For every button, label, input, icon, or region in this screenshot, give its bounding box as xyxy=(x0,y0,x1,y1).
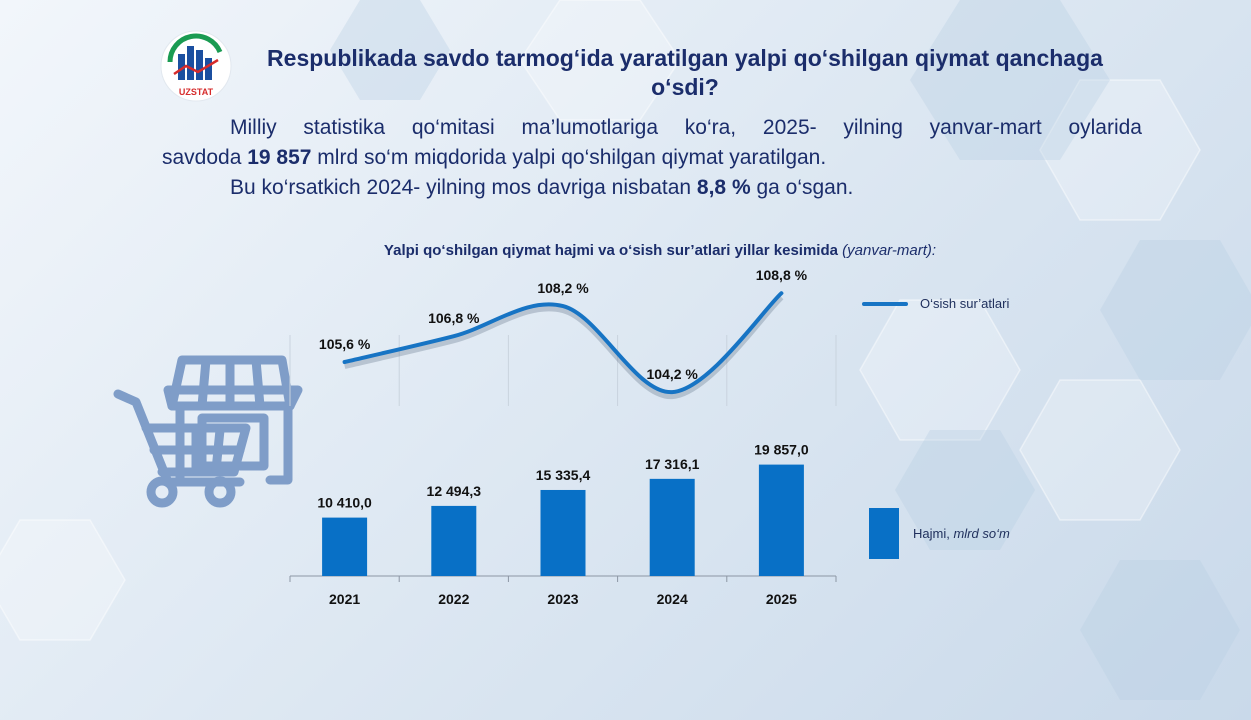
paragraph-highlight-percent: 8,8 % xyxy=(696,176,751,199)
chart-title: Yalpi qo‘shilgan qiymat hajmi va o‘sish … xyxy=(250,242,1070,259)
paragraph-line-2: savdoda 19 857 mlrd so‘m miqdorida yalpi… xyxy=(162,143,1142,173)
uzstat-logo: UZSTAT xyxy=(160,30,232,102)
line-value-label: 105,6 % xyxy=(319,336,371,352)
paragraph-text: Bu ko‘rsatkich 2024- yilning mos davriga… xyxy=(230,176,697,199)
legend-bar-label-unit: mlrd so‘m xyxy=(953,526,1010,541)
bar-value-label: 15 335,4 xyxy=(536,467,591,483)
line-value-label: 106,8 % xyxy=(428,310,480,326)
legend-bar-label: Hajmi, mlrd so‘m xyxy=(913,526,1010,541)
page-title: Respublikada savdo tarmog‘ida yaratilgan… xyxy=(267,45,1103,100)
x-tick-label: 2022 xyxy=(438,591,469,607)
legend-bar-label-main: Hajmi, xyxy=(913,526,954,541)
paragraph-text: ga o‘sgan. xyxy=(750,176,854,199)
x-tick-label: 2025 xyxy=(766,591,797,607)
line-value-label: 104,2 % xyxy=(647,366,699,382)
legend-bar-item: Hajmi, mlrd so‘m xyxy=(869,508,1010,559)
bar xyxy=(322,517,368,576)
x-tick-label: 2023 xyxy=(547,591,578,607)
bar-value-label: 10 410,0 xyxy=(317,495,372,511)
line-shadow xyxy=(343,294,784,400)
paragraph-highlight-value: 19 857 xyxy=(247,146,312,169)
legend-line-item: O‘sish sur’atlari xyxy=(862,296,1009,311)
paragraph-text: mlrd so‘m miqdorida yalpi qo‘shilgan qiy… xyxy=(311,146,827,169)
growth-line xyxy=(342,291,784,395)
chart-title-main: Yalpi qo‘shilgan qiymat hajmi va o‘sish … xyxy=(383,242,843,259)
x-tick-label: 2021 xyxy=(329,591,360,607)
bar-value-label: 12 494,3 xyxy=(427,483,482,499)
line-value-label: 108,8 % xyxy=(756,267,808,283)
chart-title-period: (yanvar-mart): xyxy=(842,242,937,259)
legend-line-label: O‘sish sur’atlari xyxy=(920,296,1010,311)
paragraph-line-3: Bu ko‘rsatkich 2024- yilning mos davriga… xyxy=(230,173,1210,203)
bar-value-label: 17 316,1 xyxy=(645,456,700,472)
paragraph-line-1: Milliy statistika qo‘mitasi ma’lumotlari… xyxy=(230,116,1142,139)
logo-text: UZSTAT xyxy=(179,87,214,97)
legend-line-swatch xyxy=(862,301,908,306)
bar xyxy=(431,505,477,576)
line-value-label: 108,2 % xyxy=(537,280,589,296)
paragraph-text: savdoda xyxy=(162,146,248,169)
x-tick-label: 2024 xyxy=(657,591,688,607)
bar xyxy=(758,464,804,576)
legend-bar-swatch xyxy=(869,508,899,559)
bar xyxy=(649,478,695,576)
bar xyxy=(540,489,586,576)
bar-value-label: 19 857,0 xyxy=(754,442,809,458)
